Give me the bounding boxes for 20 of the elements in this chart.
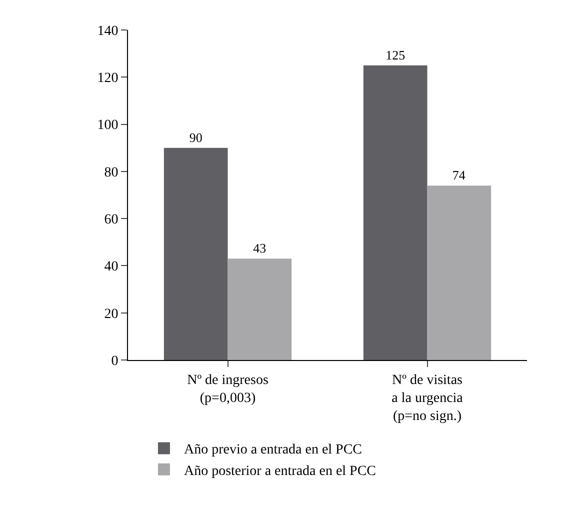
y-tick-label: 140 xyxy=(97,24,118,39)
y-tick-label: 80 xyxy=(104,165,118,180)
data-label: 90 xyxy=(189,130,202,145)
data-label: 125 xyxy=(386,47,406,62)
y-tick-label: 20 xyxy=(104,306,118,322)
legend-label: Año posterior a entrada en el PCC xyxy=(184,464,376,479)
bar xyxy=(228,258,292,360)
x-tick-label: Nº de visitas a la urgencia (p=no sign.) xyxy=(392,372,464,424)
data-label: 74 xyxy=(452,168,466,183)
data-label: 43 xyxy=(253,240,266,256)
y-tick-label: 0 xyxy=(111,354,118,369)
y-tick-label: 40 xyxy=(104,260,118,275)
y-tick-label: 120 xyxy=(97,71,118,86)
x-tick-label: Nº de ingresos (p=0,003) xyxy=(187,372,268,406)
bar xyxy=(363,65,428,360)
y-tick-label: 100 xyxy=(97,118,118,134)
bar xyxy=(164,148,228,360)
bar xyxy=(427,186,492,360)
legend-label: Año previo a entrada en el PCC xyxy=(184,442,362,458)
y-tick-label: 60 xyxy=(104,212,118,228)
